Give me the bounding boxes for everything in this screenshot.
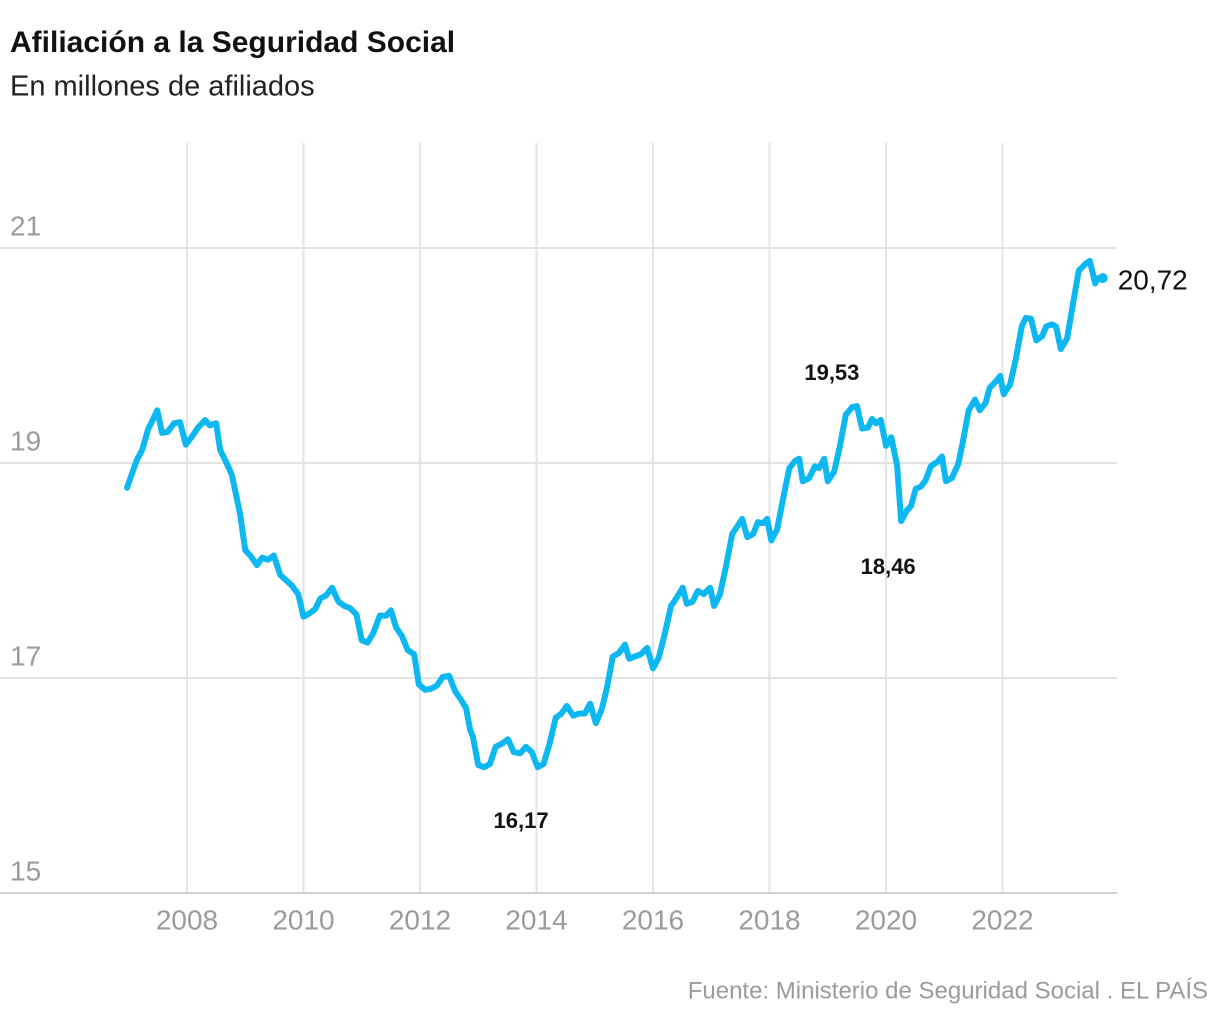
y-tick-label: 21	[10, 210, 41, 241]
chart-subtitle: En millones de afiliados	[10, 71, 315, 103]
x-tick-label: 2010	[272, 904, 334, 935]
series-line	[124, 257, 1106, 771]
x-tick-label: 2018	[738, 904, 800, 935]
y-tick-label: 17	[10, 640, 41, 671]
y-tick-label: 19	[10, 425, 41, 456]
annotation: 19,53	[804, 360, 859, 385]
x-tick-label: 2014	[505, 904, 567, 935]
end-point	[1097, 273, 1108, 284]
y-tick-label: 15	[10, 855, 41, 886]
x-tick-label: 2016	[622, 904, 684, 935]
source: Fuente: Ministerio de Seguridad Social .…	[688, 977, 1208, 1004]
x-tick-label: 2012	[389, 904, 451, 935]
x-tick-label: 2022	[971, 904, 1033, 935]
annotation: 18,46	[861, 554, 916, 579]
chart-title: Afiliación a la Seguridad Social	[10, 26, 455, 59]
annotation: 20,72	[1118, 264, 1188, 295]
annotation: 16,17	[494, 808, 549, 833]
x-tick-label: 2020	[855, 904, 917, 935]
x-tick-label: 2008	[156, 904, 218, 935]
